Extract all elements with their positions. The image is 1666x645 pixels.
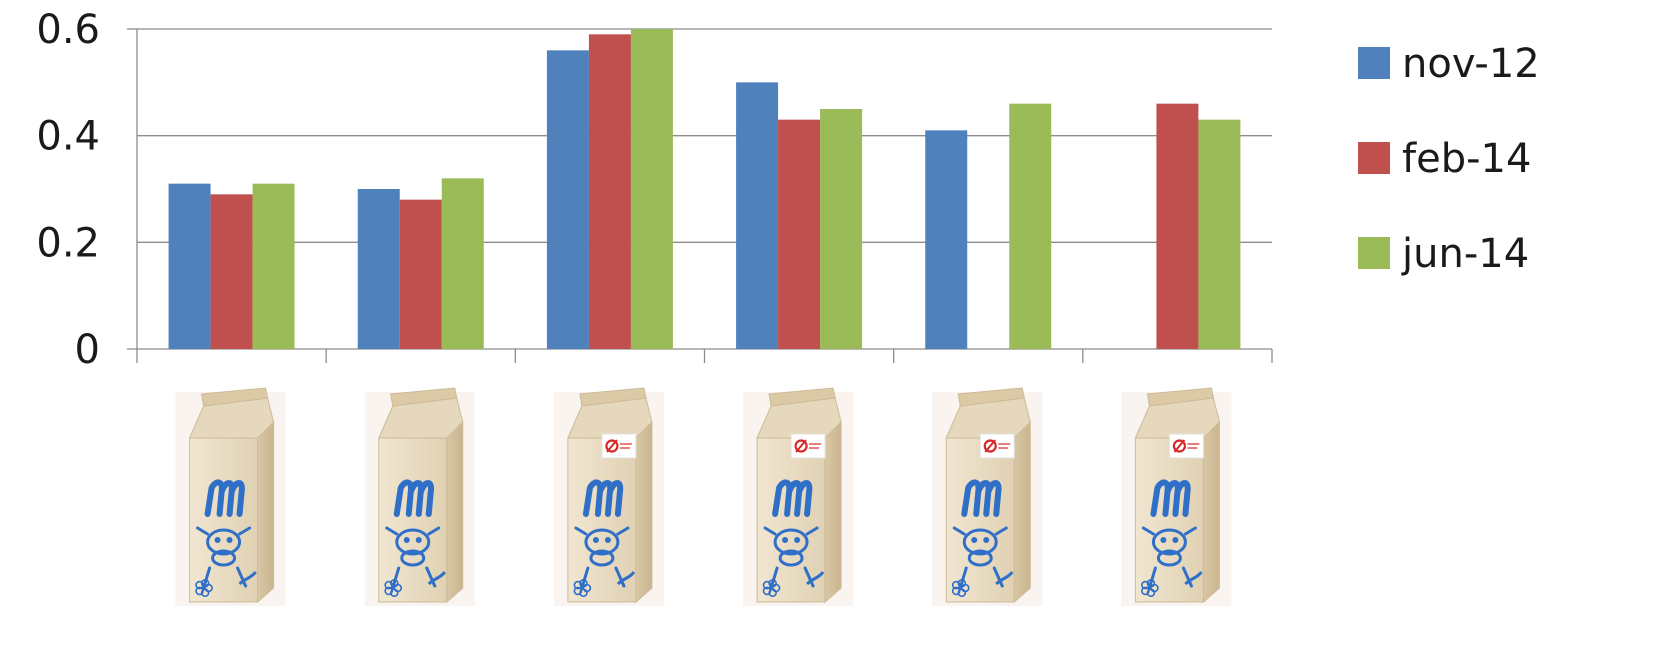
milk-carton-icon (175, 387, 286, 606)
y-tick-label: 0.6 (36, 7, 100, 53)
bar-jun-14-cat-3 (630, 29, 673, 349)
bar-jun-14-cat-2 (441, 178, 484, 349)
gridlines (137, 28, 1272, 243)
bar-feb-14-cat-2 (399, 199, 442, 349)
y-tick-label: 0.4 (36, 114, 100, 160)
legend-label: feb-14 (1402, 136, 1531, 182)
legend-swatch-jun-14 (1358, 237, 1390, 269)
bar-nov-12-cat-3 (546, 50, 589, 349)
milk-carton-icon (1121, 387, 1232, 606)
milk-carton-icon (364, 387, 475, 606)
bar-jun-14-cat-4 (820, 109, 863, 349)
brand-logo-icon (979, 433, 1015, 459)
milk-carton-icon (553, 387, 664, 606)
legend-label: jun-14 (1401, 231, 1529, 277)
milk-carton-icon (932, 387, 1043, 606)
brand-logo-icon (790, 433, 826, 459)
bar-jun-14-cat-6 (1198, 119, 1241, 350)
bar-nov-12-cat-2 (357, 189, 400, 349)
milk-carton-icon (743, 387, 854, 606)
bar-nov-12-cat-1 (168, 183, 211, 349)
y-axis-tick-labels: 0 0.2 0.4 0.6 (36, 7, 100, 373)
bars (168, 29, 1241, 350)
legend-swatch-nov-12 (1358, 47, 1390, 79)
bar-feb-14-cat-1 (210, 194, 253, 349)
bar-nov-12-cat-5 (925, 130, 968, 349)
bar-jun-14-cat-5 (1009, 103, 1052, 350)
y-tick-label: 0.2 (36, 220, 100, 266)
brand-logo-icon (1168, 433, 1204, 459)
bar-feb-14-cat-3 (588, 34, 631, 349)
bar-jun-14-cat-1 (252, 183, 295, 349)
bar-nov-12-cat-4 (736, 82, 779, 349)
bar-feb-14-cat-6 (1156, 103, 1199, 350)
legend-label: nov-12 (1402, 41, 1540, 87)
y-tick-label: 0 (75, 327, 100, 373)
legend: nov-12 feb-14 jun-14 (1358, 41, 1540, 277)
bar-feb-14-cat-4 (778, 119, 821, 350)
category-icons (175, 387, 1232, 606)
x-axis (127, 28, 1273, 363)
legend-swatch-feb-14 (1358, 142, 1390, 174)
brand-logo-icon (601, 433, 637, 459)
